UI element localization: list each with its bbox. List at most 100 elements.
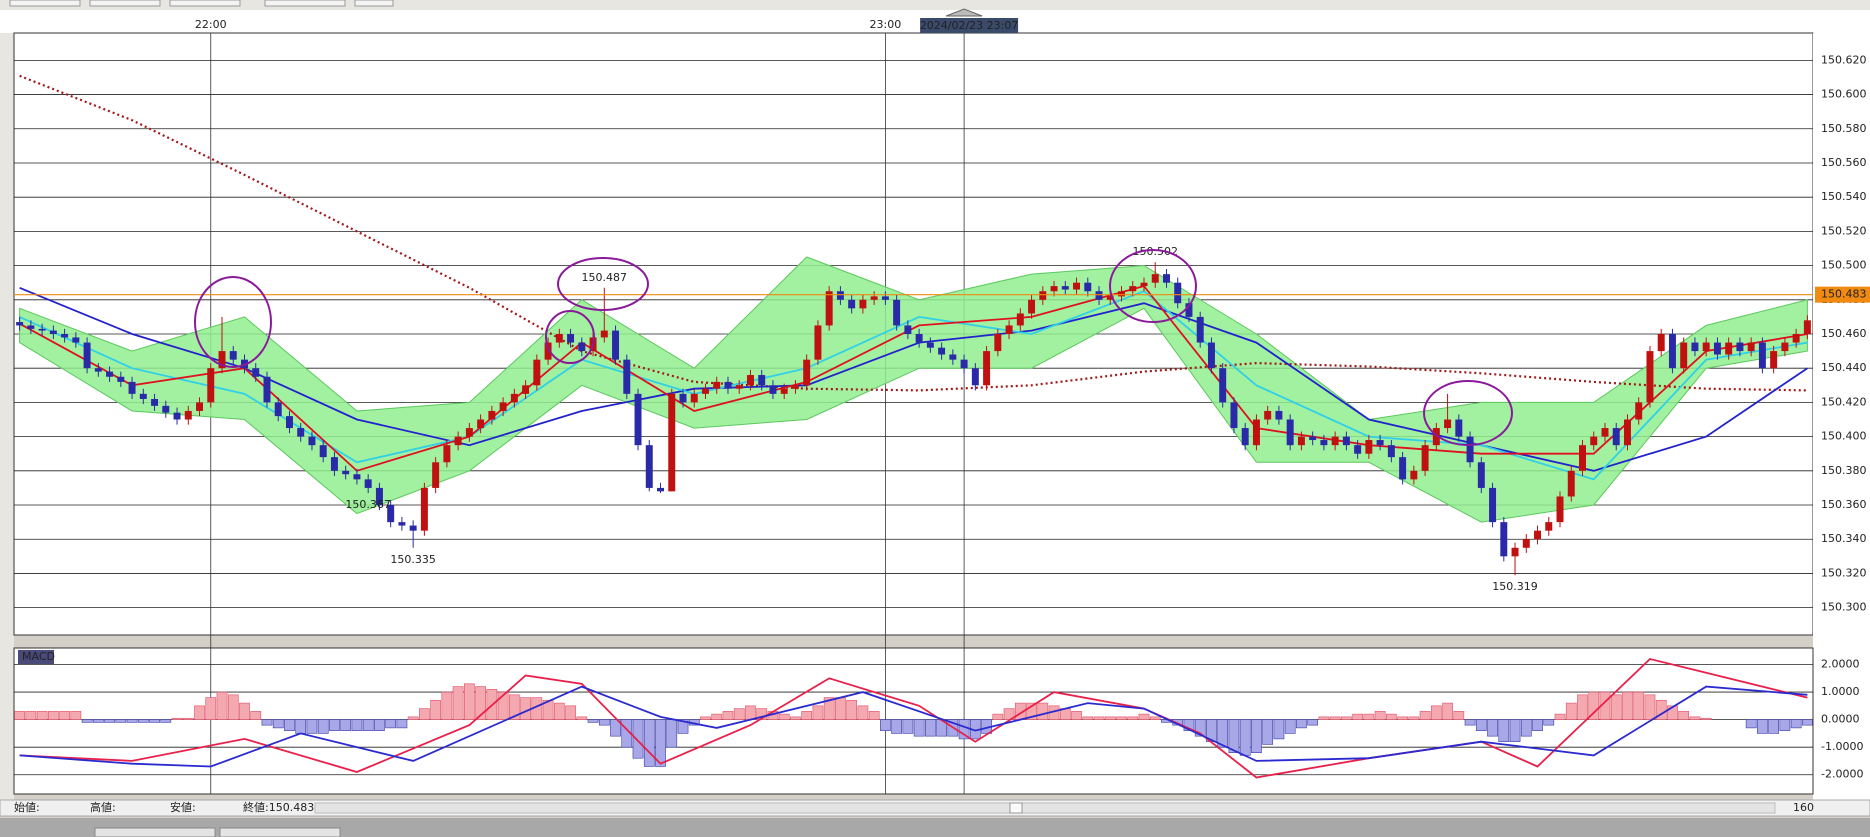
candle-body — [690, 393, 698, 403]
macd-histogram-bar — [1026, 702, 1037, 720]
candle-body — [926, 342, 934, 348]
candle-body — [173, 412, 181, 420]
status-high: 高値: — [90, 800, 116, 814]
toolbar-button[interactable] — [89, 0, 161, 7]
macd-histogram-bar — [1037, 702, 1049, 720]
macd-histogram-bar — [1802, 719, 1813, 726]
candle-body — [578, 342, 586, 352]
macd-histogram-bar — [778, 713, 790, 720]
candle-body — [859, 299, 867, 309]
candle-body — [229, 351, 237, 360]
y-tick-label: 150.600 — [1821, 88, 1867, 101]
scrollbar[interactable] — [314, 802, 1776, 814]
last-price-label: 150.483 — [1821, 288, 1867, 301]
candle-body — [364, 479, 372, 488]
candle-body — [1522, 539, 1530, 548]
candle-body — [139, 393, 147, 399]
candle-body — [1354, 445, 1362, 454]
candle-body — [758, 375, 766, 386]
macd-histogram-bar — [902, 719, 914, 734]
macd-histogram-bar — [295, 719, 307, 734]
macd-histogram-bar — [47, 711, 59, 720]
candle-body — [915, 334, 923, 343]
toolbar-button[interactable] — [9, 0, 81, 7]
candle-body — [1736, 342, 1744, 352]
candle-body — [1230, 402, 1238, 429]
candle-body — [1309, 436, 1317, 441]
toolbar-button[interactable] — [354, 0, 394, 7]
macd-histogram-bar — [1577, 694, 1588, 720]
macd-histogram-bar — [553, 702, 565, 720]
macd-histogram-bar — [1430, 705, 1442, 720]
toolbar-button[interactable] — [169, 0, 241, 7]
candle-body — [83, 342, 91, 369]
candle-body — [814, 325, 822, 360]
macd-histogram-bar — [598, 719, 610, 726]
candle-body — [1061, 286, 1069, 290]
candle-body — [353, 474, 361, 480]
macd-histogram-bar — [14, 711, 25, 720]
scroll-thumb[interactable] — [1009, 802, 1023, 814]
candle-body — [49, 330, 57, 334]
candle-body — [1567, 470, 1575, 497]
candle-body — [1320, 440, 1328, 446]
candle-body — [1016, 313, 1024, 326]
toolbar-button[interactable] — [264, 0, 346, 7]
y-tick-label: -2.0000 — [1821, 768, 1863, 781]
macd-histogram-bar — [171, 717, 183, 720]
candle-body — [499, 402, 507, 411]
candle-body — [1702, 342, 1710, 352]
macd-histogram-bar — [362, 719, 374, 731]
macd-histogram-bar — [1307, 719, 1319, 726]
candle-body — [252, 368, 260, 377]
macd-histogram-bar — [182, 717, 194, 720]
candle-body — [1691, 342, 1699, 352]
y-tick-label: 150.340 — [1821, 532, 1867, 545]
candle-body — [1106, 296, 1114, 300]
macd-histogram-bar — [36, 711, 48, 720]
y-tick-label: 150.380 — [1821, 464, 1867, 477]
candle-body — [1297, 436, 1305, 446]
macd-histogram-bar — [374, 719, 385, 731]
candle-body — [342, 470, 350, 475]
macd-histogram-bar — [81, 719, 93, 723]
macd-histogram-bar — [1127, 716, 1139, 720]
circle-annotation — [545, 310, 595, 364]
macd-histogram-bar — [396, 719, 408, 729]
candle-body — [151, 398, 159, 406]
status-low: 安値: — [170, 800, 196, 814]
candle-body — [1545, 522, 1553, 531]
candle-body — [454, 436, 462, 446]
macd-histogram-bar — [1194, 719, 1206, 737]
indicator-line — [19, 285, 1808, 472]
tab-strip — [0, 818, 1870, 837]
tab[interactable] — [94, 827, 216, 837]
candle-body — [1162, 274, 1170, 283]
candle-body — [27, 325, 35, 329]
y-tick-label: 1.0000 — [1821, 685, 1860, 698]
macd-histogram-bar — [239, 702, 250, 720]
candle-body — [38, 328, 46, 331]
candle-body — [196, 402, 204, 411]
candle-body — [297, 428, 305, 437]
circle-annotation — [1109, 249, 1197, 323]
candle-body — [117, 376, 125, 382]
cursor-label-bg — [920, 18, 1019, 33]
candle-body — [533, 359, 541, 386]
macd-histogram-bar — [1768, 719, 1780, 734]
macd-histogram-bar — [643, 719, 655, 767]
macd-histogram-bar — [1520, 719, 1532, 737]
macd-histogram-bar — [1138, 713, 1150, 720]
candle-body — [1196, 316, 1204, 343]
macd-histogram-bar — [992, 713, 1004, 720]
macd-histogram-bar — [317, 719, 329, 734]
tab[interactable] — [219, 827, 341, 837]
candle-body — [668, 393, 676, 492]
candle-body — [1781, 342, 1789, 352]
macd-histogram-bar — [1700, 717, 1712, 720]
candle-body — [971, 368, 979, 386]
bar-count[interactable]: 160 — [1793, 801, 1814, 814]
candle-body — [904, 325, 912, 334]
candle-body — [1444, 419, 1452, 429]
